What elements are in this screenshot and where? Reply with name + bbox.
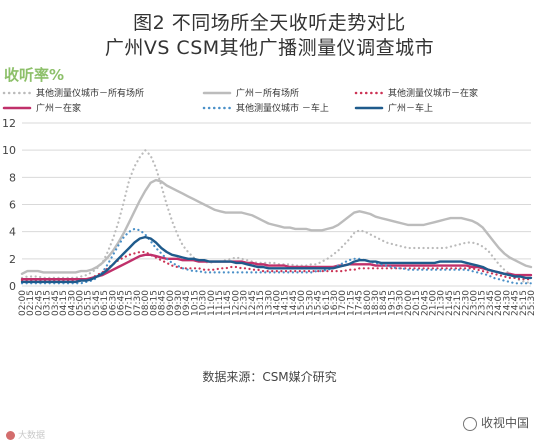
watermark-left-text: 大数据 [18,431,46,441]
x-tick-label: 03:15 [43,290,53,316]
x-tick-label: 14:15 [281,290,291,316]
x-tick-label: 03:45 [51,290,61,316]
x-tick-label: 14:00 [273,290,283,316]
x-tick-label: 19:15 [387,290,397,316]
x-tick-label: 08:00 [141,290,151,316]
y-tick-label: 2 [9,253,16,266]
y-axis-label: 收听率% [4,66,64,84]
y-tick-label: 12 [2,117,16,130]
x-tick-label: 02:00 [18,290,28,316]
x-tick-label: 20:00 [404,290,414,316]
x-tick-label: 05:45 [92,290,102,316]
x-tick-label: 08:45 [158,290,168,316]
y-axis: 0 2 4 6 8 10 12 [2,117,16,293]
x-tick-label: 20:45 [420,290,430,316]
x-tick-label: 13:30 [264,290,274,316]
x-tick-label: 25:30 [527,290,537,316]
brand-icon [6,431,15,440]
x-axis: 02:0002:1502:4503:1503:4504:1504:3005:00… [18,290,537,316]
series-line-1 [20,149,533,285]
x-tick-label: 09:45 [182,290,192,316]
x-tick-label: 07:15 [125,290,135,316]
y-tick-label: 0 [9,280,16,293]
wechat-icon [462,416,477,431]
x-tick-label: 02:15 [26,290,36,316]
x-tick-label: 22:30 [461,290,471,316]
x-tick-label: 21:45 [445,290,455,316]
x-tick-label: 23:15 [478,290,488,316]
x-tick-label: 24:30 [502,290,512,316]
data-source: 数据来源：CSM媒介研究 [202,370,337,384]
series-group [20,149,533,285]
x-tick-label: 23:45 [486,290,496,316]
legend-label: 广州－所有场所 [236,87,299,99]
series-line-2 [20,178,533,275]
x-tick-label: 25:15 [519,290,529,316]
line-chart: 收听率% 其他测量仪城市－所有场所 广州－所有场所 其他测量仪城市－在家广州－在家其… [2,66,537,316]
x-tick-label: 07:30 [133,290,143,316]
x-tick-label: 10:15 [190,290,200,316]
x-tick-label: 18:45 [379,290,389,316]
x-tick-label: 09:00 [166,290,176,316]
watermark-left: 大数据 [6,428,45,441]
x-tick-label: 04:15 [59,290,69,316]
legend-label: 其他测量仪城市－在家 [388,87,478,99]
x-tick-label: 05:00 [75,290,85,316]
chart-subtitle: 广州VS CSM其他广播测量仪调查城市 [104,37,435,59]
x-tick-label: 14:45 [289,290,299,316]
x-tick-label: 17:45 [355,290,365,316]
watermark-right-text: 收视中国 [480,416,529,430]
x-tick-label: 19:30 [396,290,406,316]
x-tick-label: 12:00 [231,290,241,316]
x-tick-label: 15:45 [314,290,324,316]
legend-label: 广州－车上 [388,102,433,114]
x-tick-label: 06:45 [117,290,127,316]
y-tick-label: 8 [9,171,16,184]
grid [22,122,531,287]
chart-title: 图2 不同场所全天收听走势对比 [133,12,406,34]
x-tick-label: 15:00 [297,290,307,316]
x-tick-label: 20:15 [412,290,422,316]
y-tick-label: 6 [9,199,16,212]
x-tick-label: 24:45 [511,290,521,316]
series-line-5 [20,227,533,285]
y-tick-label: 10 [2,144,16,157]
x-tick-label: 04:30 [67,290,77,316]
x-tick-label: 18:00 [363,290,373,316]
x-tick-label: 21:30 [437,290,447,316]
x-tick-label: 16:30 [330,290,340,316]
legend-label: 广州－在家 [36,102,81,114]
x-tick-label: 05:15 [84,290,94,316]
x-tick-label: 21:00 [428,290,438,316]
watermark-right: 收视中国 [462,414,529,431]
x-tick-label: 16:15 [322,290,332,316]
series-line-4 [20,253,533,281]
x-tick-label: 24:00 [494,290,504,316]
x-tick-label: 17:00 [338,290,348,316]
y-tick-label: 4 [9,226,16,239]
x-tick-label: 02:45 [34,290,44,316]
x-tick-label: 10:30 [199,290,209,316]
x-tick-label: 13:15 [256,290,266,316]
x-tick-label: 22:15 [453,290,463,316]
x-tick-label: 17:15 [346,290,356,316]
x-tick-label: 12:30 [240,290,250,316]
x-tick-label: 23:00 [470,290,480,316]
legend-label: 其他测量仪城市 －车上 [236,102,329,114]
x-tick-label: 18:30 [371,290,381,316]
x-tick-label: 12:45 [248,290,258,316]
x-tick-label: 11:15 [215,290,225,316]
series-line-6 [20,235,533,284]
x-tick-label: 11:45 [223,290,233,316]
x-tick-label: 09:30 [174,290,184,316]
x-tick-label: 06:15 [100,290,110,316]
x-tick-label: 08:15 [149,290,159,316]
x-tick-label: 11:00 [207,290,217,316]
legend-label: 其他测量仪城市－所有场所 [36,87,144,99]
x-tick-label: 06:30 [108,290,118,316]
x-tick-label: 15:30 [305,290,315,316]
